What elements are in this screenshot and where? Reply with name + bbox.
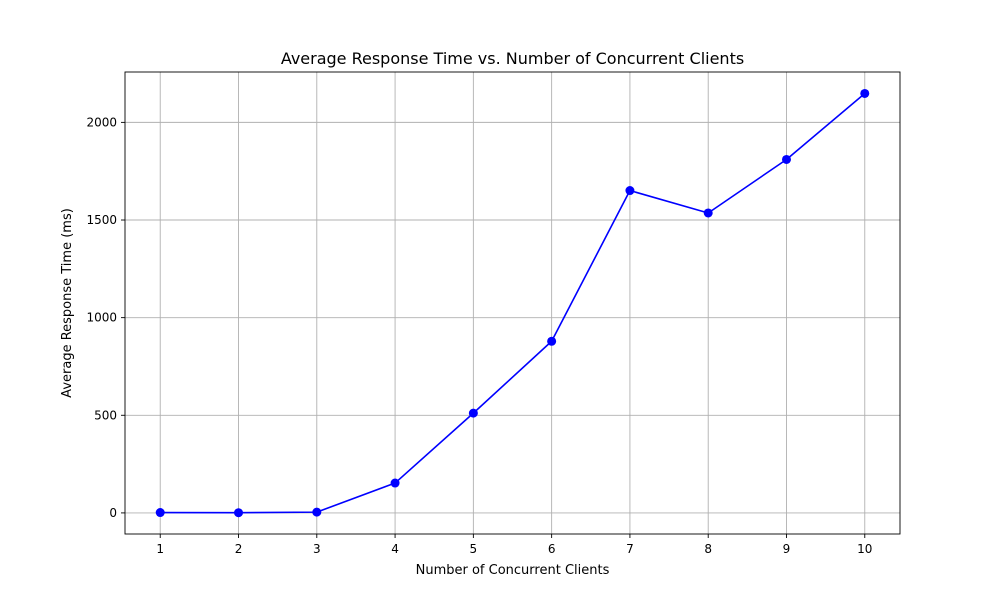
x-tick-label: 2 (235, 542, 243, 556)
data-point (312, 507, 322, 517)
x-tick-label: 5 (470, 542, 478, 556)
x-tick-label: 8 (704, 542, 712, 556)
x-tick-label: 1 (156, 542, 164, 556)
series-line (160, 92, 866, 514)
y-tick-label: 2000 (86, 115, 117, 129)
x-tick-label: 7 (626, 542, 634, 556)
y-tick-label: 500 (94, 408, 117, 422)
data-point (781, 154, 791, 164)
data-point (625, 186, 635, 196)
y-tick-label: 1500 (86, 213, 117, 227)
x-tick-label: 10 (857, 542, 872, 556)
series-layer (155, 88, 870, 518)
data-point (155, 508, 165, 518)
y-axis-label: Average Response Time (ms) (60, 208, 75, 398)
data-point (234, 508, 244, 518)
data-point (468, 408, 478, 418)
x-tick-label: 4 (391, 542, 399, 556)
data-point (390, 478, 400, 488)
chart-title: Average Response Time vs. Number of Conc… (281, 49, 744, 68)
x-tick-label: 9 (783, 542, 791, 556)
ticks: 1 2 3 4 5 6 7 8 9 10 0 500 1000 1500 2000 (86, 115, 872, 556)
data-point (860, 88, 870, 98)
x-tick-label: 3 (313, 542, 321, 556)
y-tick-label: 1000 (86, 311, 117, 325)
x-tick-label: 6 (548, 542, 556, 556)
data-point (703, 208, 713, 218)
y-tick-label: 0 (109, 506, 117, 520)
plot-area-frame (124, 71, 901, 535)
x-axis-label: Number of Concurrent Clients (416, 563, 610, 578)
data-point (547, 336, 557, 346)
